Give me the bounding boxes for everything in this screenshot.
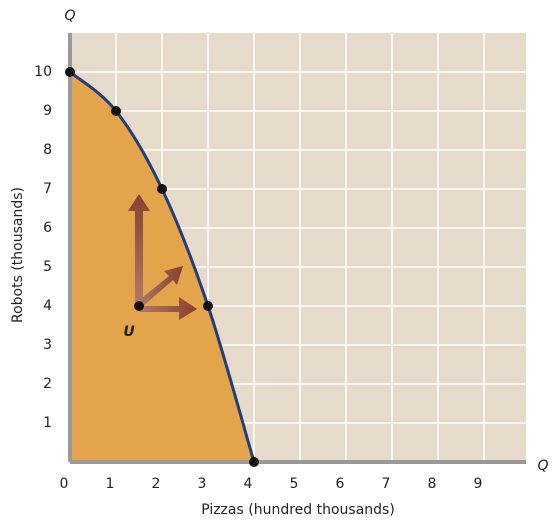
x-tick-label: 5 [290, 476, 299, 492]
point-u-label: U [123, 324, 135, 340]
x-tick-label: 7 [382, 476, 391, 492]
y-tick-label: 10 [34, 64, 52, 80]
y-tick-label: 7 [43, 181, 52, 197]
y-tick-label: 1 [43, 415, 52, 431]
x-axis-label: Pizzas (hundred thousands) [201, 502, 395, 518]
arrow [137, 266, 183, 307]
x-tick-label: 2 [152, 476, 161, 492]
point-u [134, 301, 144, 311]
x-axis-letter: Q [537, 458, 548, 474]
y-tick-label: 6 [43, 220, 52, 236]
x-tick-label: 3 [198, 476, 207, 492]
data-point [157, 184, 167, 194]
y-axis-letter: Q [64, 8, 75, 24]
data-point [249, 457, 259, 467]
data-point [203, 301, 213, 311]
x-tick-label: 9 [474, 476, 483, 492]
arrow [128, 194, 150, 306]
x-tick-label: 0 [60, 476, 69, 492]
arrows [128, 194, 197, 320]
data-point [65, 67, 75, 77]
y-tick-label: 3 [43, 337, 52, 353]
data-point [111, 106, 121, 116]
area-fill [70, 72, 254, 462]
arrow [139, 297, 197, 320]
y-tick-label: 4 [43, 298, 52, 314]
x-tick-label: 6 [336, 476, 345, 492]
x-tick-label: 1 [106, 476, 115, 492]
y-tick-label: 5 [43, 259, 52, 275]
y-tick-label: 8 [43, 142, 52, 158]
x-tick-label: 4 [244, 476, 253, 492]
x-tick-label: 8 [428, 476, 437, 492]
y-axis-label: Robots (thousands) [10, 187, 26, 323]
y-tick-label: 9 [43, 103, 52, 119]
y-tick-label: 2 [43, 376, 52, 392]
